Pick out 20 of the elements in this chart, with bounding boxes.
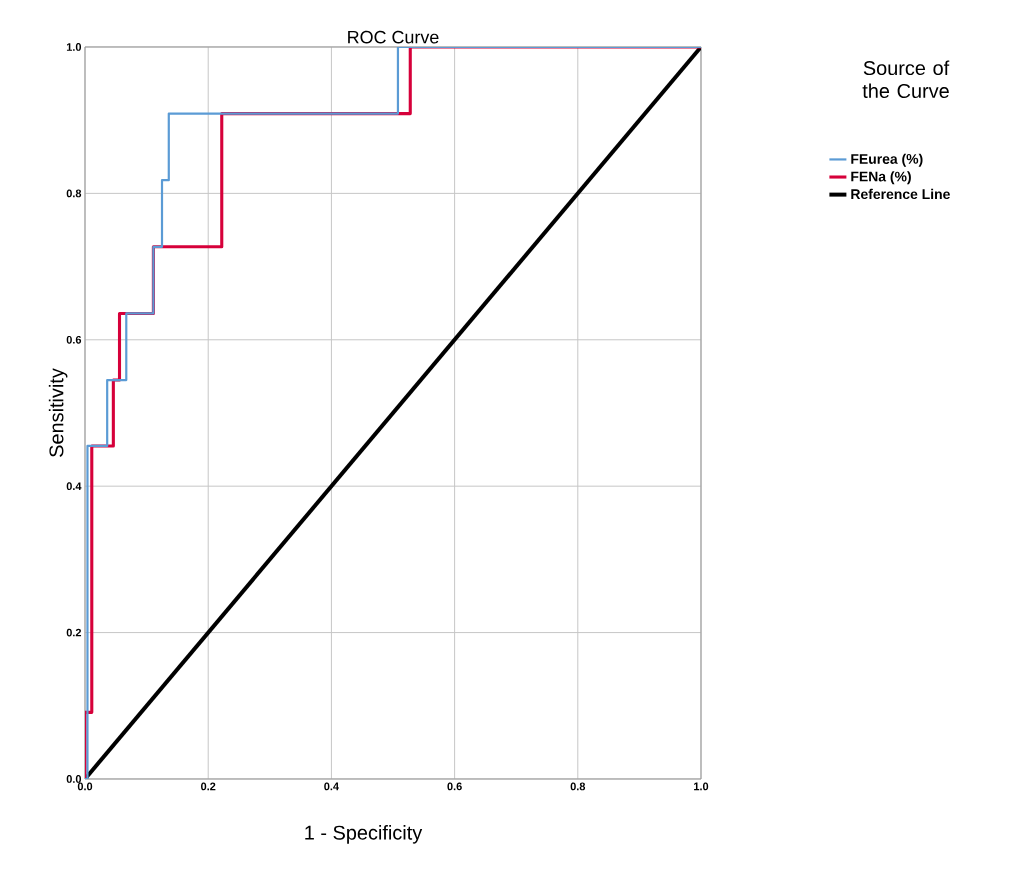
y-axis-title: Sensitivity bbox=[48, 368, 68, 457]
y-tick-label: 0.8 bbox=[66, 189, 82, 198]
x-tick-label: 0.2 bbox=[201, 782, 216, 791]
legend-title: Source of the Curve bbox=[862, 60, 950, 99]
y-tick-label: 1.0 bbox=[66, 43, 82, 51]
x-tick-label: 0.4 bbox=[324, 782, 339, 791]
chart-title: ROC Curve bbox=[348, 30, 439, 44]
legend-label: FEurea (%) bbox=[851, 153, 923, 167]
x-tick-label: 1.0 bbox=[694, 782, 709, 791]
x-tick-label: 0.0 bbox=[77, 782, 93, 791]
line-series bbox=[85, 46, 702, 779]
x-tick-label: 0.6 bbox=[447, 782, 462, 791]
legend-label: FENa (%) bbox=[851, 171, 911, 185]
y-tick-label: 0.2 bbox=[66, 628, 82, 637]
y-tick-label: 0.0 bbox=[66, 775, 82, 783]
x-tick-label: 0.8 bbox=[570, 782, 586, 791]
y-tick-label: 0.6 bbox=[66, 335, 82, 344]
x-axis-title: 1 - Specificity bbox=[305, 825, 423, 844]
y-tick-label: 0.4 bbox=[66, 482, 82, 491]
legend-label: Reference Line bbox=[851, 188, 950, 200]
